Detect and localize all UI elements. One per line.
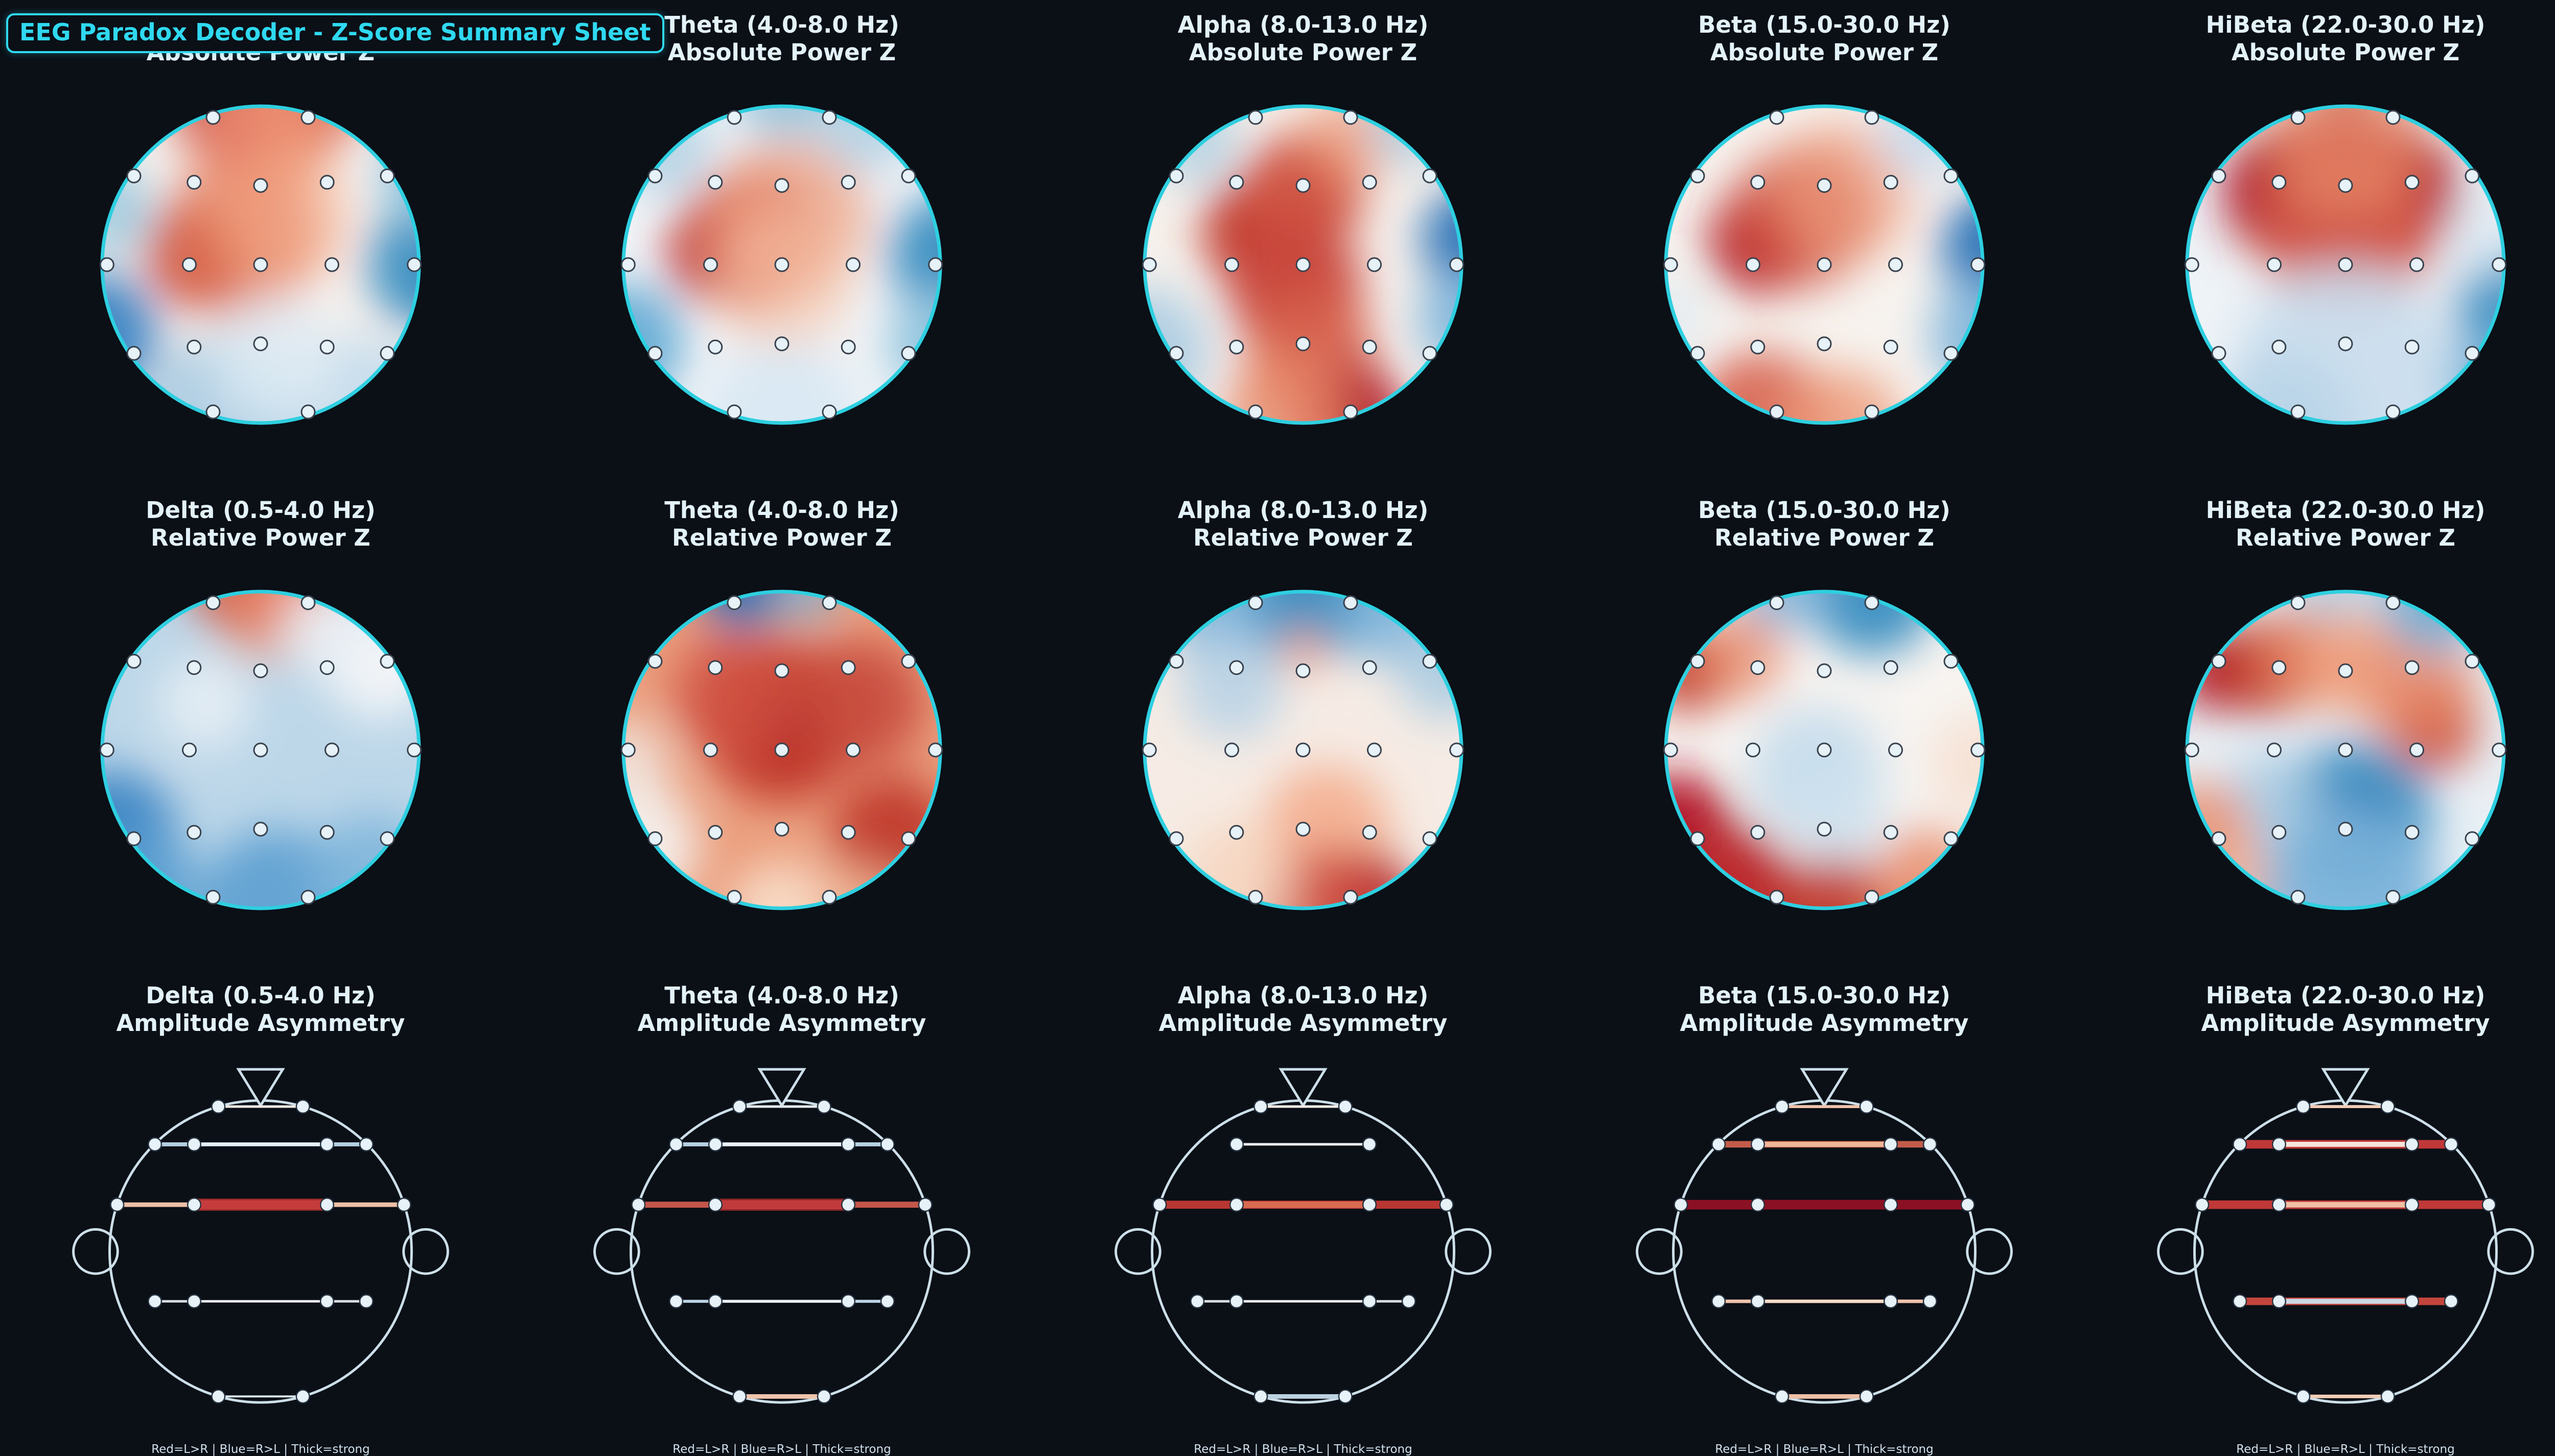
- topomap-alpha-relative: [1142, 590, 1465, 910]
- panel-theta-asymmetry: Theta (4.0-8.0 Hz) Amplitude Asymmetry R…: [521, 971, 1042, 1456]
- asymmetry-head-theta: [593, 1068, 970, 1404]
- panel-band-label: Delta (0.5-4.0 Hz): [146, 982, 376, 1009]
- topomap-theta-relative: [620, 590, 943, 910]
- asymmetry-head-alpha: [1114, 1068, 1492, 1404]
- panel-band-label: Theta (4.0-8.0 Hz): [664, 982, 899, 1009]
- asymmetry-legend: Red=L>R | Blue=R>L | Thick=strong: [2236, 1443, 2455, 1456]
- panel-band-label: Beta (15.0-30.0 Hz): [1698, 11, 1950, 38]
- topomap-theta-absolute: [620, 104, 943, 425]
- asymmetry-head-beta: [1636, 1068, 2013, 1404]
- panel-band-label: Alpha (8.0-13.0 Hz): [1177, 11, 1429, 38]
- panel-metric-label: Relative Power Z: [2236, 524, 2455, 551]
- panel-beta-relative: Beta (15.0-30.0 Hz) Relative Power Z: [1564, 485, 2085, 971]
- panel-band-label: HiBeta (22.0-30.0 Hz): [2205, 982, 2486, 1009]
- topomap-beta-relative: [1663, 590, 1986, 910]
- panel-title: Alpha (8.0-13.0 Hz) Absolute Power Z: [1178, 11, 1429, 66]
- panel-band-label: Delta (0.5-4.0 Hz): [146, 497, 376, 524]
- panel-title: Theta (4.0-8.0 Hz) Absolute Power Z: [664, 11, 899, 66]
- topomap-hibeta-absolute: [2184, 104, 2507, 425]
- panel-band-label: Alpha (8.0-13.0 Hz): [1177, 982, 1429, 1009]
- panel-metric-label: Amplitude Asymmetry: [637, 1009, 926, 1037]
- panel-hibeta-asymmetry: HiBeta (22.0-30.0 Hz) Amplitude Asymmetr…: [2085, 971, 2555, 1456]
- panel-band-label: HiBeta (22.0-30.0 Hz): [2205, 11, 2486, 38]
- panel-metric-label: Amplitude Asymmetry: [116, 1009, 405, 1037]
- panel-alpha-relative: Alpha (8.0-13.0 Hz) Relative Power Z: [1042, 485, 1564, 971]
- panel-delta-absolute: Delta (0.5-4.0 Hz) Absolute Power Z: [0, 0, 521, 485]
- panel-theta-relative: Theta (4.0-8.0 Hz) Relative Power Z: [521, 485, 1042, 971]
- panel-band-label: Theta (4.0-8.0 Hz): [664, 497, 899, 524]
- panel-title: Alpha (8.0-13.0 Hz) Amplitude Asymmetry: [1158, 982, 1447, 1037]
- panel-alpha-asymmetry: Alpha (8.0-13.0 Hz) Amplitude Asymmetry …: [1042, 971, 1564, 1456]
- panel-alpha-absolute: Alpha (8.0-13.0 Hz) Absolute Power Z: [1042, 0, 1564, 485]
- panel-metric-label: Absolute Power Z: [2231, 39, 2460, 66]
- asymmetry-head-hibeta: [2157, 1068, 2534, 1404]
- panel-metric-label: Relative Power Z: [1193, 524, 1413, 551]
- asymmetry-legend: Red=L>R | Blue=R>L | Thick=strong: [1194, 1443, 1412, 1456]
- panel-title: Beta (15.0-30.0 Hz) Amplitude Asymmetry: [1680, 982, 1968, 1037]
- panel-beta-absolute: Beta (15.0-30.0 Hz) Absolute Power Z: [1564, 0, 2085, 485]
- panel-band-label: Beta (15.0-30.0 Hz): [1698, 982, 1950, 1009]
- panel-metric-label: Relative Power Z: [1714, 524, 1934, 551]
- topomap-delta-absolute: [99, 104, 422, 425]
- asymmetry-head-delta: [72, 1068, 449, 1404]
- panel-band-label: HiBeta (22.0-30.0 Hz): [2205, 497, 2486, 524]
- panel-band-label: Theta (4.0-8.0 Hz): [664, 11, 899, 38]
- topomap-delta-relative: [99, 590, 422, 910]
- panel-hibeta-absolute: HiBeta (22.0-30.0 Hz) Absolute Power Z: [2085, 0, 2555, 485]
- asymmetry-legend: Red=L>R | Blue=R>L | Thick=strong: [672, 1443, 891, 1456]
- panel-band-label: Beta (15.0-30.0 Hz): [1698, 497, 1950, 524]
- panel-metric-label: Absolute Power Z: [667, 39, 896, 66]
- panel-beta-asymmetry: Beta (15.0-30.0 Hz) Amplitude Asymmetry …: [1564, 971, 2085, 1456]
- panel-metric-label: Absolute Power Z: [1710, 39, 1939, 66]
- panel-title: HiBeta (22.0-30.0 Hz) Relative Power Z: [2206, 497, 2486, 552]
- panel-title: HiBeta (22.0-30.0 Hz) Absolute Power Z: [2206, 11, 2486, 66]
- topomap-alpha-absolute: [1142, 104, 1465, 425]
- panel-title: Alpha (8.0-13.0 Hz) Relative Power Z: [1178, 497, 1429, 552]
- panel-metric-label: Relative Power Z: [672, 524, 892, 551]
- panel-metric-label: Absolute Power Z: [1189, 39, 1418, 66]
- asymmetry-legend: Red=L>R | Blue=R>L | Thick=strong: [1715, 1443, 1934, 1456]
- asymmetry-legend: Red=L>R | Blue=R>L | Thick=strong: [151, 1443, 370, 1456]
- panel-theta-absolute: Theta (4.0-8.0 Hz) Absolute Power Z: [521, 0, 1042, 485]
- panel-title: Theta (4.0-8.0 Hz) Amplitude Asymmetry: [637, 982, 926, 1037]
- sheet-title: EEG Paradox Decoder - Z-Score Summary Sh…: [6, 13, 664, 53]
- panel-title: Delta (0.5-4.0 Hz) Relative Power Z: [146, 497, 376, 552]
- panel-title: Beta (15.0-30.0 Hz) Absolute Power Z: [1698, 11, 1950, 66]
- panel-metric-label: Amplitude Asymmetry: [2201, 1009, 2490, 1037]
- panel-metric-label: Amplitude Asymmetry: [1680, 1009, 1969, 1037]
- panel-metric-label: Amplitude Asymmetry: [1158, 1009, 1448, 1037]
- panel-band-label: Alpha (8.0-13.0 Hz): [1177, 497, 1429, 524]
- panel-title: Theta (4.0-8.0 Hz) Relative Power Z: [664, 497, 899, 552]
- panel-delta-relative: Delta (0.5-4.0 Hz) Relative Power Z: [0, 485, 521, 971]
- panel-hibeta-relative: HiBeta (22.0-30.0 Hz) Relative Power Z: [2085, 485, 2555, 971]
- panel-title: HiBeta (22.0-30.0 Hz) Amplitude Asymmetr…: [2201, 982, 2490, 1037]
- topomap-beta-absolute: [1663, 104, 1986, 425]
- panel-metric-label: Relative Power Z: [151, 524, 370, 551]
- panel-delta-asymmetry: Delta (0.5-4.0 Hz) Amplitude Asymmetry R…: [0, 971, 521, 1456]
- topomap-hibeta-relative: [2184, 590, 2507, 910]
- panel-title: Beta (15.0-30.0 Hz) Relative Power Z: [1698, 497, 1950, 552]
- panel-title: Delta (0.5-4.0 Hz) Amplitude Asymmetry: [116, 982, 405, 1037]
